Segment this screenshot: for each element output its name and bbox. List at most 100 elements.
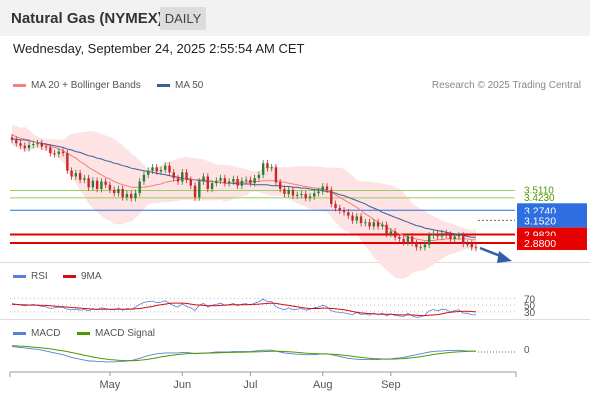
macd-swatch: [13, 331, 26, 335]
rsi-ma-line: [12, 302, 477, 317]
candle-body: [355, 216, 359, 221]
candle-body: [372, 222, 376, 227]
candle-body: [164, 165, 167, 170]
candle-body: [257, 174, 261, 179]
candle-body: [342, 210, 346, 213]
candle-body: [223, 178, 227, 184]
macd-signal-swatch: [77, 331, 90, 335]
candle-body: [121, 188, 124, 198]
candle-body: [138, 181, 141, 194]
candle-body: [334, 203, 337, 209]
candle-body: [206, 176, 210, 189]
candle-body: [15, 139, 18, 144]
candle-body: [189, 179, 192, 186]
candle-body: [261, 163, 265, 175]
legend-macd: MACD: [13, 328, 60, 339]
candle-body: [398, 237, 401, 239]
candle-body: [470, 243, 473, 248]
candle-body: [457, 235, 461, 237]
candle-body: [410, 236, 414, 244]
period-badge[interactable]: DAILY: [160, 7, 206, 30]
candle-body: [347, 212, 350, 216]
ma50-swatch: [157, 83, 170, 87]
candle-body: [74, 173, 78, 177]
candle-body: [236, 179, 239, 186]
current-level-tag: [517, 213, 587, 228]
ma20-swatch: [13, 83, 26, 87]
candle-body: [215, 180, 218, 184]
x-axis-label: Sep: [381, 379, 401, 391]
candle-body: [185, 172, 188, 180]
legend-ma50: MA 50: [157, 80, 203, 91]
candle-body: [36, 143, 39, 145]
candle-body: [270, 167, 273, 169]
candle-body: [266, 163, 269, 169]
candle-body: [474, 247, 478, 249]
panel-separator: [0, 319, 590, 320]
current-level-label: 3.1520: [524, 215, 556, 227]
candle-body: [287, 189, 290, 194]
candle-body: [95, 180, 99, 189]
candle-body: [23, 145, 26, 149]
ma20-line: [11, 134, 476, 241]
candle-body: [466, 243, 469, 245]
candle-body: [61, 151, 65, 154]
candle-body: [83, 178, 86, 180]
instrument-title: Natural Gas (NYMEX): [11, 10, 163, 27]
candle-body: [134, 193, 137, 199]
candle-body: [436, 233, 439, 237]
candle-body: [91, 180, 95, 188]
candle-body: [210, 183, 214, 189]
candle-body: [304, 193, 307, 199]
candle-body: [117, 188, 120, 194]
legend-macd-label: MACD: [31, 328, 61, 339]
candle-body: [49, 147, 52, 154]
candle-body: [168, 165, 171, 173]
candle-body: [364, 222, 367, 224]
candle-body: [104, 181, 107, 185]
candle-body: [423, 244, 427, 248]
candle-body: [227, 181, 231, 184]
candle-body: [453, 236, 456, 239]
rsi-tick-label: 30: [524, 308, 536, 319]
credit-text: Research © 2025 Trading Central: [431, 80, 581, 91]
legend-ma50-label: MA 50: [175, 80, 204, 91]
candle-body: [325, 186, 329, 190]
chart-header: Natural Gas (NYMEX) DAILY: [0, 0, 590, 36]
candle-body: [40, 143, 43, 147]
candle-body: [296, 194, 299, 196]
candle-body: [300, 193, 303, 195]
candle-body: [445, 233, 448, 235]
macd-tick-label: 0: [524, 345, 530, 356]
resistance-level-label: 3.4230: [524, 193, 555, 204]
candle-body: [108, 184, 112, 190]
candle-body: [78, 173, 82, 180]
rsi-ma-swatch: [63, 274, 76, 278]
candle-body: [393, 231, 397, 238]
candle-body: [66, 153, 69, 171]
candle-body: [129, 193, 133, 199]
rsi-tick-label: 50: [524, 301, 536, 312]
candle-body: [240, 180, 244, 186]
x-axis-label: May: [100, 379, 121, 391]
candle-body: [57, 151, 61, 155]
candle-body: [381, 224, 384, 227]
candle-body: [159, 169, 163, 172]
rsi-swatch: [13, 274, 26, 278]
candle-body: [253, 178, 256, 184]
legend-macd-signal-label: MACD Signal: [95, 328, 156, 339]
support-level-label: 2.8800: [524, 238, 556, 250]
resistance-level-label: 3.5110: [524, 186, 554, 197]
candle-body: [181, 172, 184, 182]
candle-body: [125, 193, 129, 198]
candle-body: [389, 231, 393, 234]
legend-ma20-label: MA 20 + Bollinger Bands: [31, 80, 141, 91]
candle-body: [419, 247, 422, 249]
candle-body: [427, 235, 431, 245]
candle-body: [415, 243, 418, 248]
candle-body: [249, 179, 252, 184]
bollinger-band: [12, 124, 476, 279]
candle-body: [198, 181, 201, 198]
legend-rsi-ma: 9MA: [63, 271, 102, 282]
